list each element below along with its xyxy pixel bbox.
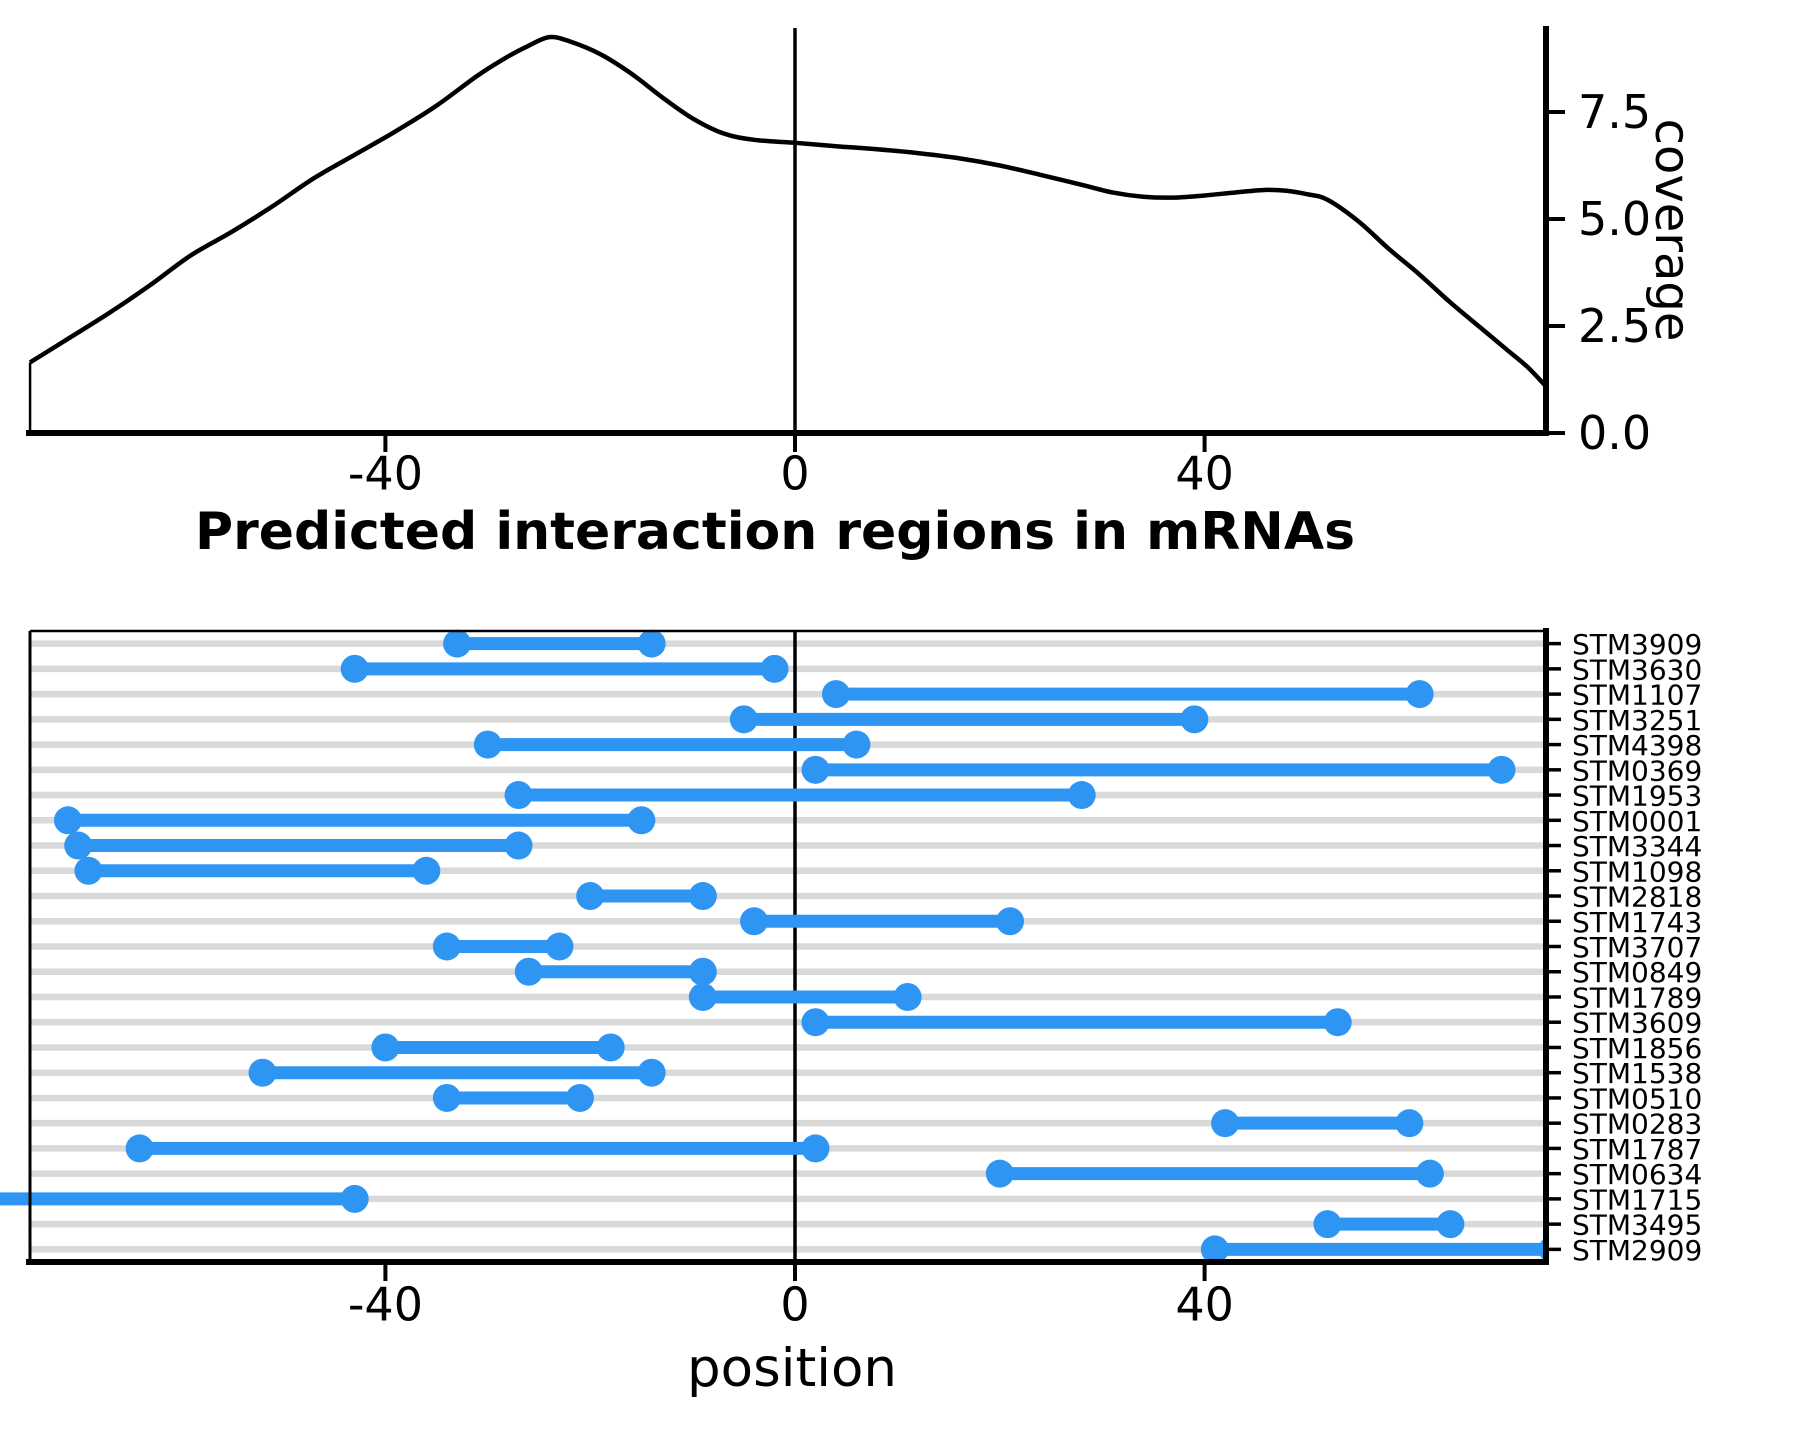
segments [0,629,1548,1264]
interaction-segment [740,907,1025,936]
gene-label: STM0510 [1572,1082,1702,1115]
bottom-x-tick-label: 40 [1175,1277,1234,1331]
interaction-segment [688,982,922,1011]
density-curve [28,34,1548,388]
interaction-segment [74,856,441,885]
interaction-segment [729,705,1209,734]
interaction-segment [248,1058,666,1087]
interaction-segment [821,680,1434,709]
interaction-segment [371,1033,625,1062]
gene-label: STM3495 [1572,1209,1702,1242]
gene-label: STM3251 [1572,704,1702,737]
gene-label: STM1953 [1572,780,1702,813]
gene-label: STM2818 [1572,881,1702,914]
gene-label: STM2909 [1572,1234,1702,1267]
interaction-segment [985,1159,1444,1188]
gene-label: STM1856 [1572,1032,1702,1065]
regions-panel: -40 0 40 STM3909STM3630STM1107STM3251STM439… [0,628,1702,1331]
interaction-segment [432,1083,594,1112]
coverage-tick-label: 7.5 [1578,85,1651,139]
gene-label: STM1715 [1572,1183,1702,1216]
coverage-axis-label: coverage [1644,118,1700,342]
top-x-tick-label: 0 [780,446,809,500]
interaction-segment [473,730,871,759]
interaction-segment [443,629,666,658]
interaction-segment [125,1134,830,1163]
gene-label: STM1789 [1572,981,1702,1014]
gene-label: STM1098 [1572,855,1702,888]
gene-label: STM4398 [1572,729,1702,762]
gene-label: STM3707 [1572,931,1702,964]
top-x-tick-label: -40 [348,446,423,500]
interaction-segment [801,755,1516,784]
interaction-segment [504,781,1096,810]
gene-label: STM3630 [1572,653,1702,686]
gene-label: STM0369 [1572,754,1702,787]
coverage-tick-label: 0.0 [1578,406,1651,460]
coverage-panel: 0.0 2.5 5.0 7.5 -40 0 40 [26,26,1651,500]
interaction-segment [64,831,533,860]
gene-label: STM0283 [1572,1108,1702,1141]
coverage-tick-label: 5.0 [1578,192,1651,246]
gene-label: STM1538 [1572,1057,1702,1090]
interaction-segment [1313,1210,1465,1239]
coverage-tick-label: 2.5 [1578,299,1651,353]
gene-label: STM1787 [1572,1133,1702,1166]
interaction-segment [432,932,574,961]
gene-label: STM3609 [1572,1007,1702,1040]
interaction-segment [576,882,717,911]
position-axis-label: position [687,1338,897,1399]
interaction-segment [53,806,656,835]
gene-label: STM0634 [1572,1158,1702,1191]
gene-label: STM3909 [1572,628,1702,661]
gene-label: STM0001 [1572,805,1702,838]
gene-label: STM3344 [1572,830,1702,863]
gene-label: STM0849 [1572,956,1702,989]
top-x-tick-label: 40 [1175,446,1234,500]
interaction-segment [1211,1109,1424,1138]
bottom-x-tick-label: -40 [348,1277,423,1331]
chart-title: Predicted interaction regions in mRNAs [194,502,1356,562]
interaction-segment [0,1184,369,1213]
interaction-segment [514,957,717,986]
gene-label: STM1743 [1572,906,1702,939]
interaction-segment [340,654,789,683]
gene-label: STM1107 [1572,679,1702,712]
bottom-x-tick-label: 0 [780,1277,809,1331]
interaction-segment [801,1008,1352,1037]
